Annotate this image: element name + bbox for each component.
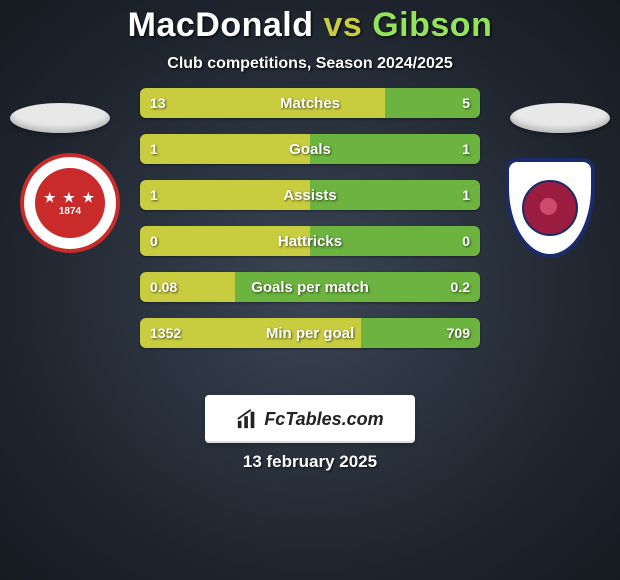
branding-text: FcTables.com — [264, 409, 383, 430]
stat-row: Assists11 — [140, 180, 480, 210]
vs-label: vs — [323, 6, 362, 44]
stat-bar-p1 — [140, 272, 235, 302]
stat-bar-p2 — [385, 88, 480, 118]
stat-row: Matches135 — [140, 88, 480, 118]
stat-bar-p1 — [140, 226, 310, 256]
stat-bar-p2 — [361, 318, 480, 348]
player2-platform — [510, 103, 610, 133]
subtitle: Club competitions, Season 2024/2025 — [0, 55, 620, 73]
chart-icon — [236, 408, 258, 430]
stat-bars: Matches135 Goals11 Assists11 Hattricks00 Goa… — [140, 88, 480, 364]
stat-bar-p2 — [310, 180, 480, 210]
stat-row: Hattricks00 — [140, 226, 480, 256]
branding-badge: FcTables.com — [205, 395, 415, 443]
player2-name: Gibson — [372, 6, 492, 44]
stat-bar-p1 — [140, 134, 310, 164]
stat-bar-p2 — [310, 226, 480, 256]
lion-icon — [522, 180, 578, 236]
stat-row: Min per goal1352709 — [140, 318, 480, 348]
stat-row: Goals per match0.080.2 — [140, 272, 480, 302]
player1-crest: ★ ★ ★ 1874 — [20, 153, 120, 253]
comparison-infographic: MacDonald vs Gibson Club competitions, S… — [0, 0, 620, 580]
player2-crest — [500, 158, 600, 258]
player1-name: MacDonald — [128, 6, 314, 44]
date-label: 13 february 2025 — [0, 452, 620, 472]
stat-bar-p1 — [140, 88, 385, 118]
stat-bar-p2 — [310, 134, 480, 164]
stat-bar-p1 — [140, 180, 310, 210]
stat-bar-p1 — [140, 318, 361, 348]
stat-row: Goals11 — [140, 134, 480, 164]
crest-year: 1874 — [59, 206, 81, 217]
page-title: MacDonald vs Gibson — [0, 0, 620, 45]
stat-bar-p2 — [235, 272, 480, 302]
player1-platform — [10, 103, 110, 133]
crest-stars-icon: ★ ★ ★ — [44, 190, 96, 206]
